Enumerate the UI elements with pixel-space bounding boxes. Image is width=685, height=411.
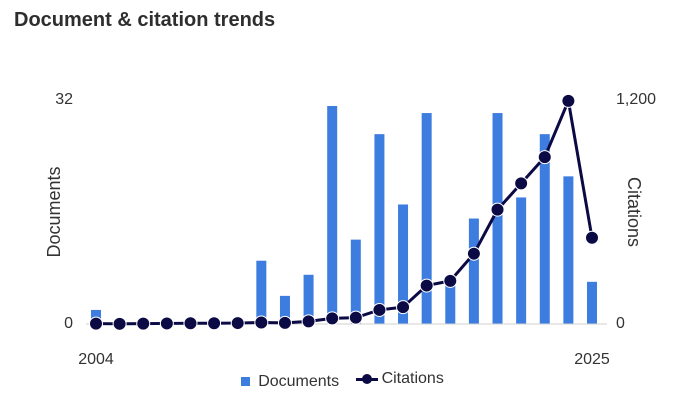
citations-point-2021[interactable] bbox=[490, 202, 505, 217]
citations-point-2014[interactable] bbox=[325, 311, 340, 326]
documents-bar-2025[interactable] bbox=[587, 281, 597, 324]
documents-bar-2020[interactable] bbox=[468, 218, 479, 324]
citations-line-layer bbox=[89, 93, 599, 331]
right-axis-label: Citations bbox=[624, 177, 644, 247]
legend-item-citations[interactable]: Citations bbox=[355, 370, 444, 388]
documents-bar-2011[interactable] bbox=[256, 260, 267, 324]
documents-swatch bbox=[241, 377, 251, 386]
citations-point-2007[interactable] bbox=[159, 316, 174, 331]
x-tick-last: 2025 bbox=[574, 351, 610, 368]
chart-title: Document & citation trends bbox=[14, 9, 276, 31]
documents-bars bbox=[91, 106, 597, 324]
citations-point-2025[interactable] bbox=[585, 230, 599, 245]
documents-bar-2016[interactable] bbox=[374, 134, 385, 324]
legend-item-documents[interactable]: Documents bbox=[241, 373, 339, 391]
citations-point-2005[interactable] bbox=[112, 316, 127, 331]
citations-point-2012[interactable] bbox=[277, 315, 292, 330]
legend-label-documents: Documents bbox=[258, 372, 340, 390]
right-axis-max-tick: 1,200 bbox=[616, 91, 656, 108]
citations-point-2018[interactable] bbox=[419, 278, 434, 293]
documents-bar-2017[interactable] bbox=[398, 204, 409, 324]
x-tick-first: 2004 bbox=[78, 351, 114, 368]
documents-bar-2023[interactable] bbox=[539, 134, 550, 324]
documents-bar-2022[interactable] bbox=[516, 197, 527, 324]
documents-bar-2024[interactable] bbox=[563, 176, 574, 324]
left-axis-zero-tick: 0 bbox=[64, 315, 73, 332]
citations-point-2024[interactable] bbox=[561, 93, 576, 108]
citations-point-2011[interactable] bbox=[254, 315, 269, 330]
citations-point-2017[interactable] bbox=[396, 300, 411, 315]
citations-point-2019[interactable] bbox=[443, 273, 458, 288]
right-axis-zero-tick: 0 bbox=[616, 315, 625, 332]
left-axis-label: Documents bbox=[44, 166, 64, 257]
left-axis-max-tick: 32 bbox=[55, 91, 73, 108]
citations-swatch bbox=[355, 372, 378, 386]
documents-bar-2019[interactable] bbox=[445, 281, 456, 324]
citations-point-2013[interactable] bbox=[301, 314, 316, 329]
documents-bar-2015[interactable] bbox=[350, 239, 361, 324]
citations-point-2006[interactable] bbox=[136, 316, 151, 331]
documents-bar-2018[interactable] bbox=[421, 113, 432, 324]
documents-bar-2012[interactable] bbox=[279, 295, 290, 324]
citations-point-2004[interactable] bbox=[89, 316, 103, 331]
documents-bar-2013[interactable] bbox=[303, 274, 314, 324]
citations-point-2022[interactable] bbox=[514, 176, 529, 191]
chart-legend: Documents Citations bbox=[0, 370, 685, 391]
citations-point-2020[interactable] bbox=[466, 246, 481, 261]
citations-line bbox=[95, 99, 594, 326]
citations-point-2010[interactable] bbox=[230, 316, 245, 331]
citations-point-2009[interactable] bbox=[207, 316, 222, 331]
citations-point-2016[interactable] bbox=[372, 302, 387, 317]
citations-point-2023[interactable] bbox=[537, 150, 552, 165]
citations-point-2015[interactable] bbox=[348, 310, 363, 325]
citations-point-2008[interactable] bbox=[183, 316, 198, 331]
documents-bar-2021[interactable] bbox=[492, 113, 503, 324]
documents-bar-2014[interactable] bbox=[327, 106, 338, 324]
legend-label-citations: Citations bbox=[381, 370, 444, 387]
